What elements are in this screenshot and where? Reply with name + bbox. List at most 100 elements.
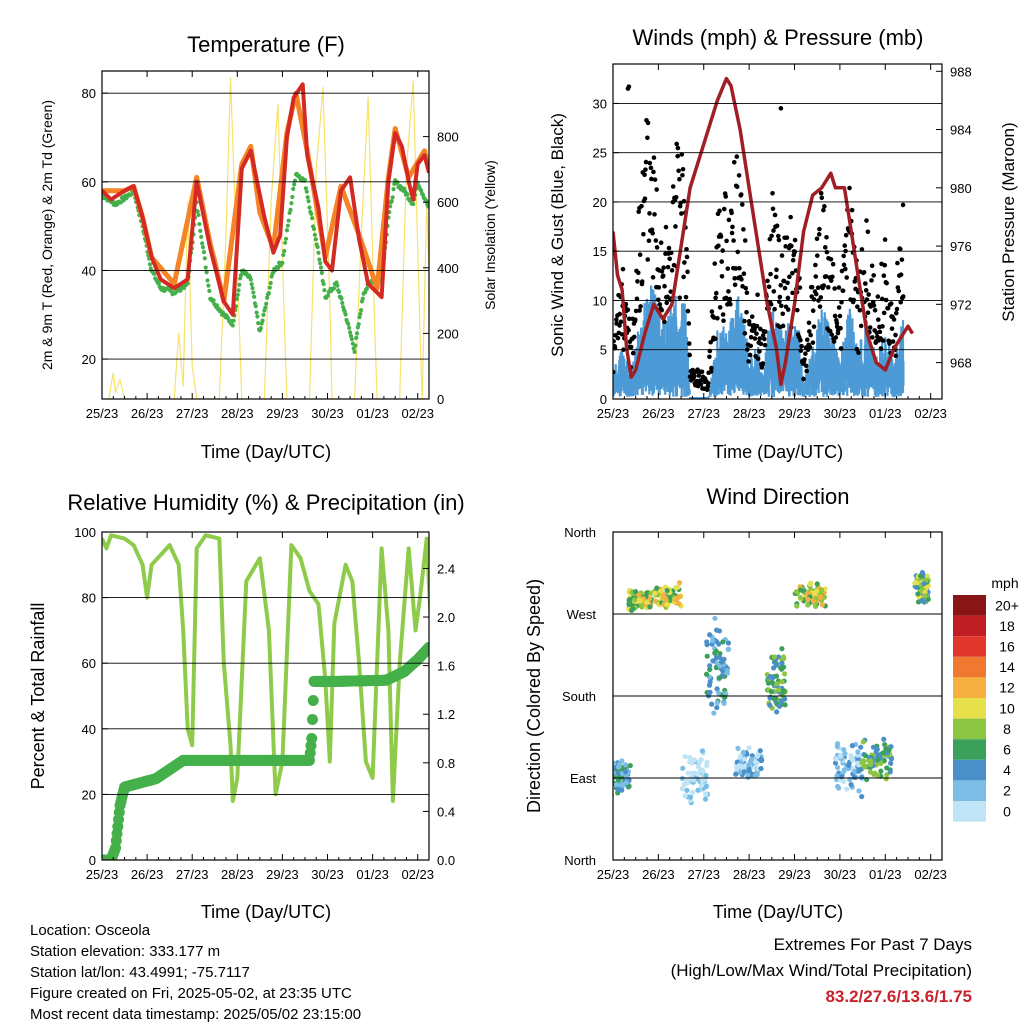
- dewpoint-point: [203, 265, 208, 270]
- direction-point: [835, 783, 841, 790]
- gust-point: [802, 357, 807, 362]
- gust-point: [841, 253, 846, 259]
- direction-point: [676, 580, 683, 586]
- gust-point: [837, 313, 843, 319]
- dewpoint-point: [152, 271, 157, 276]
- gust-point: [816, 232, 822, 237]
- left-tick-label: 30: [593, 96, 607, 111]
- direction-point: [690, 770, 696, 776]
- dewpoint-point: [263, 305, 268, 310]
- direction-point: [774, 709, 780, 715]
- direction-point: [717, 651, 723, 657]
- direction-point: [711, 710, 717, 716]
- dewpoint-point: [260, 318, 265, 323]
- dewpoint-point: [205, 278, 210, 283]
- gust-point: [765, 278, 770, 284]
- direction-point: [707, 663, 713, 669]
- direction-point: [817, 594, 824, 600]
- gust-point: [712, 336, 718, 342]
- temperature-ylabel: 2m & 9m T (Red, Orange) & 2m Td (Green): [39, 100, 55, 370]
- gust-point: [755, 356, 761, 362]
- dewpoint-point: [254, 310, 259, 315]
- direction-point: [724, 668, 730, 674]
- gust-point: [844, 275, 850, 280]
- gust-point: [777, 294, 783, 300]
- gust-point: [650, 230, 655, 236]
- gust-point: [772, 306, 777, 312]
- gust-point: [718, 234, 724, 239]
- direction-point: [883, 776, 889, 782]
- gust-point: [659, 269, 665, 274]
- gust-point: [863, 288, 869, 293]
- gust-point: [754, 331, 759, 336]
- gust-point: [754, 323, 760, 329]
- left-tick-label: 60: [82, 656, 96, 671]
- direction-point: [680, 765, 686, 771]
- gust-point: [651, 155, 657, 160]
- direction-point: [709, 701, 715, 707]
- direction-point: [878, 768, 884, 774]
- direction-point: [712, 650, 718, 656]
- x-tick-label: 30/23: [824, 406, 857, 421]
- direction-point: [638, 598, 644, 604]
- gust-point: [662, 319, 667, 325]
- x-tick-label: 25/23: [597, 867, 630, 882]
- gust-point: [635, 279, 640, 284]
- dewpoint-point: [249, 282, 254, 287]
- gust-point: [708, 369, 714, 374]
- precip-point: [307, 694, 319, 706]
- dewpoint-point: [340, 300, 345, 306]
- gust-point: [865, 310, 871, 316]
- legend-label: 20+: [995, 597, 1019, 613]
- gust-point: [798, 348, 804, 353]
- gust-point: [857, 307, 863, 313]
- x-tick-label: 27/23: [176, 406, 209, 421]
- gust-point: [736, 173, 742, 178]
- gust-point: [817, 226, 822, 232]
- direction-point: [725, 646, 731, 652]
- dewpoint-point: [352, 349, 357, 354]
- direction-point: [856, 788, 862, 794]
- gust-point: [649, 176, 654, 182]
- gust-point: [833, 335, 839, 340]
- dewpoint-point: [389, 198, 394, 204]
- gust-point: [683, 294, 689, 300]
- gust-point: [807, 329, 812, 334]
- direction-point: [870, 744, 877, 750]
- gust-point: [632, 317, 638, 322]
- dewpoint-point: [251, 290, 256, 295]
- dewpoint-point: [347, 325, 352, 330]
- direction-point: [647, 604, 653, 610]
- x-tick-label: 26/23: [131, 867, 164, 882]
- gust-point: [875, 294, 881, 299]
- gust-point: [773, 274, 779, 280]
- direction-point: [707, 666, 713, 673]
- gust-point: [882, 237, 888, 242]
- direction-point: [797, 587, 804, 593]
- gust-point: [861, 269, 867, 275]
- gust-point: [859, 247, 865, 252]
- gust-point: [717, 208, 722, 214]
- gust-point: [788, 214, 793, 220]
- gust-point: [847, 185, 852, 191]
- dewpoint-point: [236, 288, 241, 293]
- direction-point: [832, 760, 839, 766]
- gust-point: [843, 232, 849, 238]
- dewpoint-point: [339, 296, 344, 301]
- gust-point: [818, 295, 824, 300]
- dewpoint-point: [411, 201, 416, 207]
- right-tick-label: 988: [950, 64, 972, 79]
- gust-point: [665, 264, 671, 270]
- direction-point: [797, 595, 804, 601]
- gust-point: [724, 238, 729, 244]
- gust-point: [720, 312, 726, 317]
- dewpoint-point: [292, 182, 297, 187]
- direction-point: [855, 749, 861, 755]
- gust-point: [898, 272, 904, 277]
- x-tick-label: 27/23: [176, 867, 209, 882]
- direction-point: [707, 632, 713, 638]
- direction-point: [817, 590, 824, 596]
- legend-label: 0: [1003, 803, 1011, 819]
